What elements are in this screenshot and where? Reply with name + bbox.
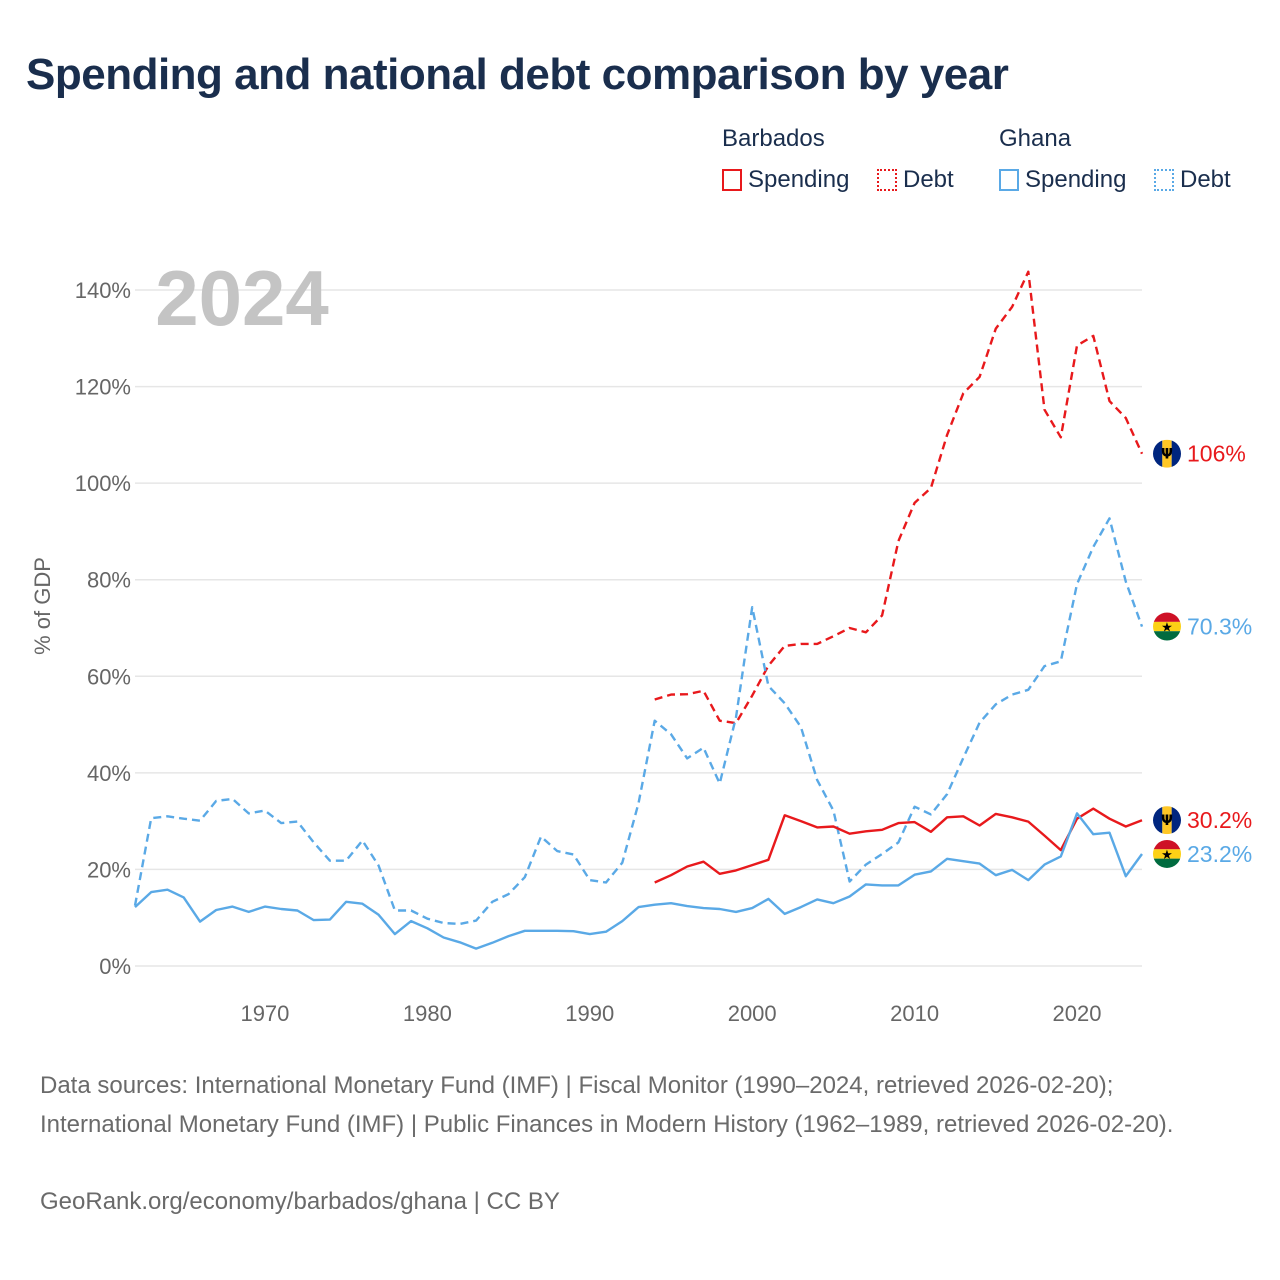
y-axis-label: % of GDP [30,557,55,655]
x-tick-label: 1980 [403,1001,452,1026]
y-tick-label: 20% [87,857,131,882]
x-tick-label: 2010 [890,1001,939,1026]
end-label-ghana-debt: 70.3% [1187,614,1252,640]
x-tick-label: 2020 [1053,1001,1102,1026]
y-tick-label: 60% [87,664,131,689]
end-label-barbados-debt: 106% [1187,441,1246,467]
series-line-ghana-debt[interactable] [133,517,1144,926]
gridlines [135,289,1142,967]
y-tick-label: 120% [75,375,131,400]
y-tick-label: 140% [75,278,131,303]
series-lines [133,270,1144,950]
x-tick-label: 1990 [565,1001,614,1026]
svg-text:★: ★ [1161,848,1173,863]
y-axis: 0% 20% 40% 60% 80% 100% 120% 140% [75,278,131,979]
ghana-flag-icon: ★ [1153,839,1181,868]
x-axis: 1970 1980 1990 2000 2010 2020 [240,1001,1101,1026]
line-chart: 0% 20% 40% 60% 80% 100% 120% 140% 1970 1980 1990 2… [30,254,1252,1026]
x-tick-label: 2000 [728,1001,777,1026]
year-watermark: 2024 [155,254,329,342]
data-sources: Data sources: International Monetary Fun… [40,1072,1174,1138]
svg-text:Ψ: Ψ [1161,813,1173,829]
end-label-barbados-spending: 30.2% [1187,807,1252,833]
series-line-barbados-debt[interactable] [654,270,1144,725]
barbados-flag-icon: Ψ [1153,439,1181,468]
credit-link[interactable]: GeoRank.org/economy/barbados/ghana | CC … [40,1188,560,1215]
barbados-flag-icon: Ψ [1153,806,1181,835]
end-markers: Ψ 106% ★ 70.3% Ψ 30.2% ★ 23.2% [1153,439,1252,868]
y-tick-label: 40% [87,761,131,786]
svg-text:★: ★ [1161,621,1173,636]
y-tick-label: 0% [99,954,131,979]
series-line-barbados-spending[interactable] [654,807,1143,884]
chart-title: Spending and national debt comparison by… [26,50,1009,99]
x-tick-label: 1970 [240,1001,289,1026]
ghana-flag-icon: ★ [1153,612,1181,641]
end-label-ghana-spending: 23.2% [1187,841,1252,867]
svg-text:Ψ: Ψ [1161,447,1173,463]
y-tick-label: 80% [87,568,131,593]
series-line-ghana-spending[interactable] [134,812,1143,950]
y-tick-label: 100% [75,471,131,496]
